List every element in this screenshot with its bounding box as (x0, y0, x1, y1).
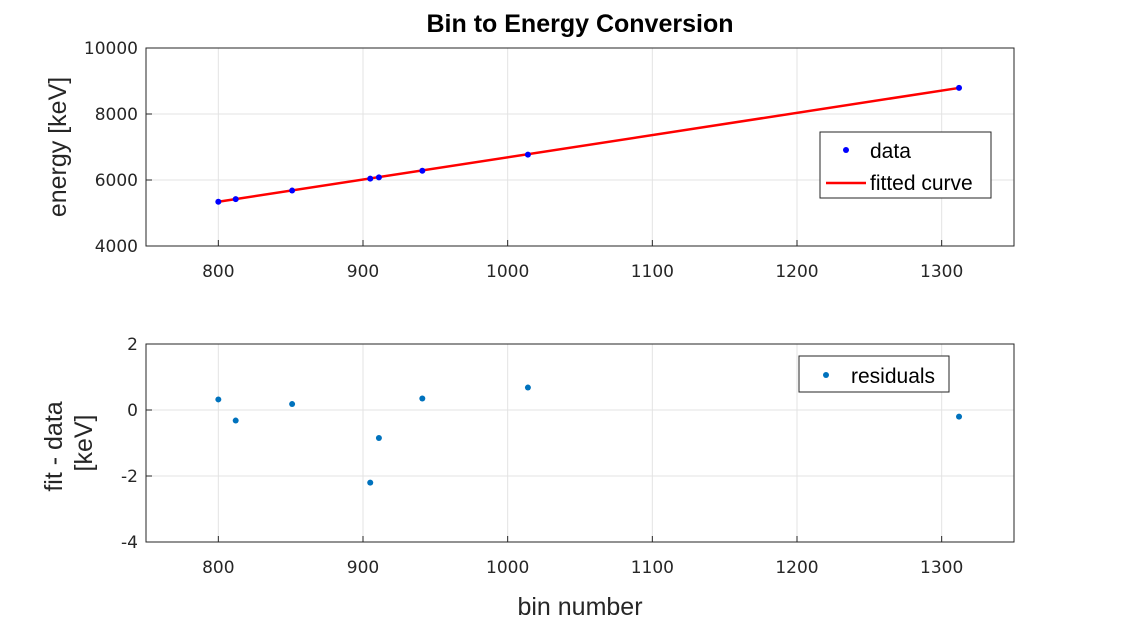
data-point (419, 167, 426, 174)
residuals-x-tick-label: 1300 (920, 558, 963, 578)
energy-x-tick-label: 1100 (631, 262, 674, 282)
energy-y-tick-label: 4000 (95, 237, 138, 257)
legend-residuals-label: residuals (851, 365, 935, 388)
energy-legend-box (819, 131, 992, 199)
residuals-point (367, 479, 374, 486)
data-point (289, 187, 296, 194)
residuals-legend[interactable]: residuals (798, 355, 950, 393)
residuals-plot-series (215, 384, 963, 486)
residuals-plot-y-ticks: -4 -2 0 2 (121, 335, 152, 553)
residuals-x-tick-label: 800 (202, 558, 234, 578)
residuals-x-tick-label: 900 (347, 558, 379, 578)
residuals-y-axis-label-line-2: [keV] (70, 415, 98, 472)
residuals-plot-frame (145, 343, 1015, 543)
data-point (232, 196, 239, 203)
residuals-point (289, 401, 296, 408)
residuals-x-tick-label: 1200 (775, 558, 818, 578)
residuals-y-axis-label: fit - data [keV] (40, 394, 98, 491)
energy-plot: 800 900 1000 1100 1200 1300 4000 6000 8000 10000… (44, 39, 1015, 282)
data-point (524, 151, 531, 158)
data-point (375, 174, 382, 181)
residuals-point (232, 417, 239, 424)
residuals-point (375, 435, 382, 442)
residuals-plot-x-ticks: 800 900 1000 1100 1200 1300 (202, 536, 963, 578)
energy-plot-y-ticks: 4000 6000 8000 10000 (84, 39, 152, 257)
chart-title: Bin to Energy Conversion (427, 10, 734, 38)
residuals-y-tick-label: 2 (127, 335, 138, 355)
energy-plot-x-ticks: 800 900 1000 1100 1200 1300 (202, 240, 963, 282)
residuals-x-tick-label: 1000 (486, 558, 529, 578)
data-point (215, 198, 222, 205)
legend-data-marker (843, 147, 849, 153)
legend-residuals-marker (823, 372, 829, 378)
residuals-y-tick-label: 0 (127, 401, 138, 421)
energy-y-tick-label: 8000 (95, 105, 138, 125)
energy-x-tick-label: 1000 (486, 262, 529, 282)
energy-x-tick-label: 900 (347, 262, 379, 282)
energy-legend[interactable]: data fitted curve (819, 131, 992, 199)
energy-x-tick-label: 1200 (775, 262, 818, 282)
legend-fitted-curve-label: fitted curve (870, 172, 973, 195)
energy-y-tick-label: 6000 (95, 171, 138, 191)
residuals-point (419, 395, 426, 402)
energy-x-tick-label: 800 (202, 262, 234, 282)
residuals-y-tick-label: -4 (121, 533, 138, 553)
energy-plot-frame (145, 47, 1015, 247)
energy-y-tick-label: 10000 (84, 39, 138, 59)
fitted-curve-line (218, 86, 960, 204)
energy-y-axis-label: energy [keV] (44, 77, 72, 217)
residuals-x-tick-label: 1100 (631, 558, 674, 578)
legend-data-label: data (870, 140, 911, 163)
residuals-point (956, 413, 963, 420)
residuals-point (524, 384, 531, 391)
data-point (956, 84, 963, 91)
residuals-y-tick-label: -2 (121, 467, 138, 487)
residuals-x-axis-label: bin number (517, 593, 642, 621)
residuals-y-axis-label-line-1: fit - data (40, 401, 68, 491)
data-point (367, 175, 374, 182)
energy-plot-series (215, 84, 963, 205)
energy-x-tick-label: 1300 (920, 262, 963, 282)
residuals-plot: 800 900 1000 1100 1200 1300 -4 -2 0 2 fit - data… (40, 335, 1015, 621)
residuals-point (215, 396, 222, 403)
